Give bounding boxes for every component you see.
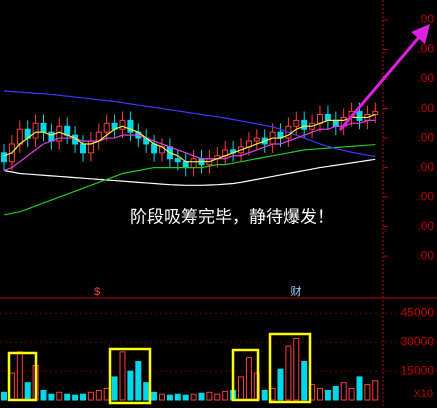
volume-bar (285, 345, 292, 401)
volume-bar (261, 389, 268, 401)
y-tick-label: .00 (417, 130, 434, 144)
y-tick-label: .00 (417, 219, 434, 233)
y-tick-label: 30000 (401, 334, 435, 348)
arrow-shaft (338, 35, 422, 131)
volume-bar (64, 393, 71, 401)
volume-bar (1, 391, 7, 401)
volume-bar (159, 393, 165, 401)
volume-bar (151, 391, 158, 401)
volume-bar (198, 392, 205, 401)
volume-bar (143, 382, 150, 401)
y-tick-label: .00 (417, 101, 434, 115)
candle-body (253, 137, 260, 142)
volume-bar (277, 368, 284, 401)
volume-bar (103, 387, 110, 401)
volume-bar (16, 351, 23, 401)
volume-bar (87, 391, 94, 401)
candle-body (1, 152, 7, 163)
candle-body (64, 125, 71, 136)
candle-body (324, 113, 331, 121)
highlight-boxes (7, 332, 312, 405)
candle-body (301, 119, 308, 130)
volume-bar (24, 382, 31, 401)
volume-bar (214, 393, 221, 401)
candle-body (356, 111, 363, 121)
highlight-box (268, 332, 312, 404)
candle-body (174, 158, 181, 163)
highlight-box (108, 347, 152, 405)
volume-bar (356, 376, 363, 401)
candle-body (48, 131, 55, 142)
volume-bar (301, 361, 308, 401)
candle-body (32, 122, 39, 139)
candle-body (103, 122, 110, 133)
moving-average-line (3, 143, 376, 216)
volume-bar (72, 394, 79, 401)
annotation: 阶段吸筹完毕，静待爆发！ (130, 207, 334, 226)
volume-bar (293, 337, 300, 401)
volume-bar (135, 361, 142, 401)
candle-body (317, 113, 323, 124)
volume-bar (166, 394, 173, 401)
y-tick-label: 45000 (401, 306, 435, 320)
volume-bar (95, 389, 102, 401)
volume-bar (206, 391, 213, 401)
volume-bar (40, 389, 47, 401)
volume-bar (182, 394, 189, 401)
volume-bar (348, 387, 355, 401)
volume-unit: X10 (413, 388, 433, 400)
marker: 财 (291, 284, 302, 298)
moving-average-line (3, 113, 376, 163)
volume-bar (56, 391, 63, 401)
volume-bar (222, 390, 229, 401)
candle-body (151, 143, 158, 154)
candle-body (16, 128, 23, 145)
moving-average-line (3, 90, 376, 157)
volume-bar (119, 351, 126, 401)
volume-bar (48, 393, 55, 401)
volume-bar (80, 393, 86, 401)
volume-bar (111, 376, 118, 401)
volume-bar (245, 357, 252, 401)
y-tick-label: .00 (417, 248, 434, 262)
y-tick-label: .00 (417, 12, 434, 26)
volume-bar (364, 384, 371, 401)
y-tick-label: .00 (417, 160, 434, 174)
volume-bar (238, 376, 244, 401)
candle-body (119, 119, 126, 130)
candle-body (332, 119, 339, 127)
y-tick-label: .00 (417, 189, 434, 203)
volume-bar (324, 389, 331, 401)
volume-bar (317, 387, 323, 401)
candle-body (182, 161, 189, 169)
arrow (338, 24, 430, 131)
volume-bar (332, 386, 339, 401)
candle-body (40, 122, 47, 133)
candle-body (190, 158, 197, 169)
volume-bar (127, 370, 134, 401)
volume-bar (174, 393, 181, 401)
y-tick-label: 15000 (401, 363, 435, 377)
candle-body (80, 143, 86, 154)
volume-bar (372, 380, 379, 401)
volume-bar (190, 393, 197, 401)
moving-average-line (3, 119, 376, 172)
candle-body (372, 111, 379, 115)
candle-body (127, 119, 134, 133)
highlight-box (231, 348, 260, 402)
marker: $ (94, 286, 100, 298)
moving-average-line (3, 158, 376, 186)
arrow-head (411, 24, 430, 44)
y-tick-label: .00 (417, 42, 434, 56)
highlight-box (7, 351, 38, 402)
y-tick-label: .00 (417, 71, 434, 85)
candle-body (293, 119, 300, 127)
volume-bar (340, 382, 347, 401)
